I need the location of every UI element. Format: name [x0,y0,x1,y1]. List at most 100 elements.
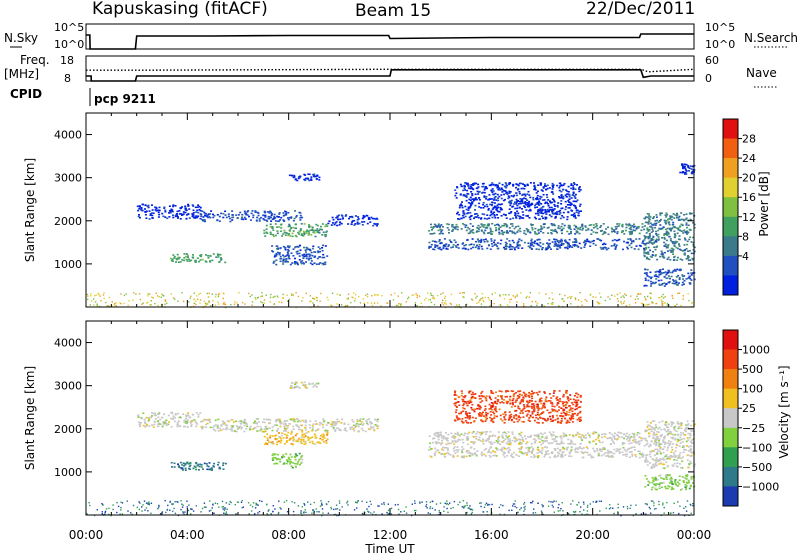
range-cell [578,433,581,436]
range-cell [482,203,485,206]
range-cell [514,405,517,408]
range-cell [175,258,178,261]
range-cell [216,424,219,426]
range-cell [589,241,592,244]
range-cell [341,418,344,421]
range-cell [276,230,279,232]
range-cell [659,212,662,214]
range-cell [199,292,201,294]
range-cell [649,296,652,298]
range-cell [597,433,600,436]
range-cell [539,432,542,435]
range-cell [562,435,565,438]
range-cell [215,293,217,296]
range-cell [269,210,272,213]
range-cell [690,269,693,271]
range-cell [539,218,542,220]
range-cell [679,226,681,228]
range-cell [513,247,516,249]
range-cell [154,418,157,420]
range-cell [542,417,545,420]
range-cell [316,231,319,234]
range-cell [106,305,108,307]
range-cell [145,211,148,213]
range-cell [363,221,366,223]
range-cell [327,299,329,301]
range-cell [616,232,619,235]
range-cell [538,292,541,294]
range-cell [447,223,450,226]
range-cell [560,229,563,231]
range-cell [235,430,238,433]
range-cell [483,205,486,208]
range-cell [560,203,563,205]
range-cell [504,248,506,251]
range-cell [308,437,311,440]
range-cell [535,217,537,220]
range-cell [456,186,458,188]
range-cell [581,224,584,226]
range-cell [498,227,500,230]
range-cell [140,207,143,209]
range-cell [298,459,301,461]
range-cell [546,450,549,452]
range-cell [497,206,500,209]
range-cell [480,451,483,454]
range-cell [458,418,461,420]
range-cell [429,455,432,457]
range-cell [174,214,177,217]
range-cell [483,189,486,191]
range-cell [571,246,574,248]
range-cell [359,302,362,304]
range-cell [663,251,666,254]
range-cell [267,217,270,220]
range-cell [553,456,556,458]
range-cell [284,424,287,427]
range-cell [465,208,468,211]
range-cell [685,173,688,175]
range-cell [688,228,691,231]
range-cell [465,183,468,185]
range-cell [518,217,521,220]
range-cell [517,447,520,450]
range-cell [475,297,477,299]
range-cell [491,182,494,184]
range-cell [212,465,215,467]
range-cell [292,428,295,430]
range-cell [635,245,638,247]
range-cell [535,403,538,406]
range-cell [177,256,180,259]
range-cell [505,244,507,246]
range-cell [234,430,236,432]
range-cell [616,298,619,300]
range-cell [554,205,557,207]
range-cell [649,216,652,218]
range-cell [123,294,126,297]
range-cell [589,453,591,456]
range-cell [559,247,562,249]
range-cell [523,405,526,408]
range-cell [660,212,663,214]
range-cell [651,226,654,229]
range-cell [243,430,246,433]
range-cell [472,199,475,202]
range-cell [518,182,521,185]
range-cell [303,420,305,423]
range-cell [512,231,515,234]
range-cell [339,222,342,224]
range-cell [326,431,329,434]
range-cell [479,406,482,409]
range-cell [138,214,140,216]
range-cell [664,271,667,273]
range-cell [501,224,504,227]
range-cell [496,415,498,418]
range-cell [272,458,275,461]
range-cell [147,293,149,295]
range-cell [273,463,276,465]
range-cell [237,427,240,429]
range-cell [492,403,495,405]
range-cell [97,292,99,295]
range-cell [288,298,290,301]
range-cell [680,249,683,251]
range-cell [185,214,188,216]
